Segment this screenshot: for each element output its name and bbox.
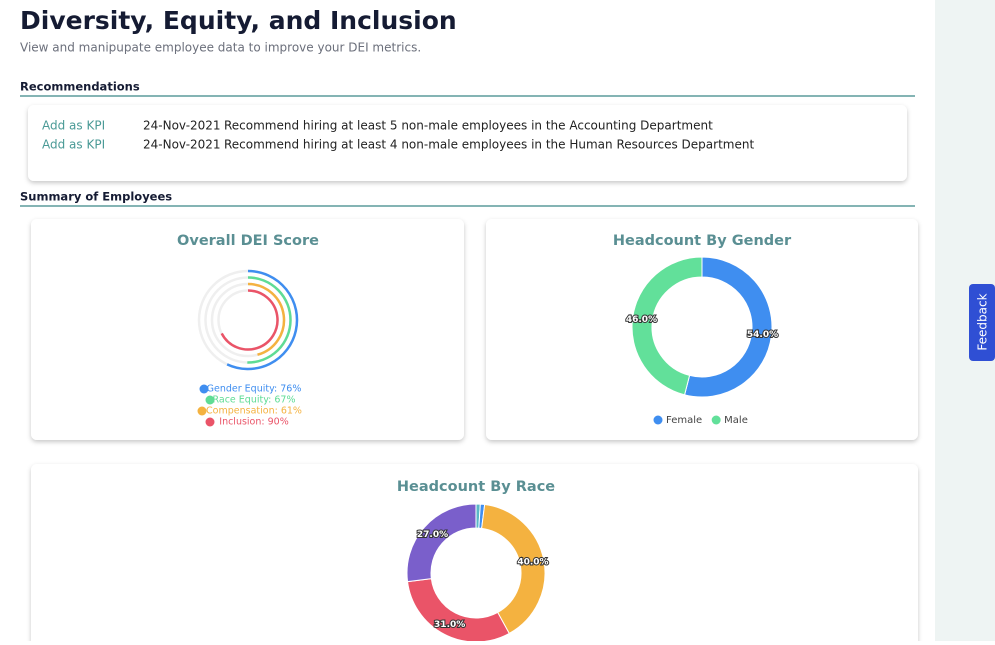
radial-bar (247, 276, 292, 364)
page-title: Diversity, Equity, and Inclusion (20, 6, 457, 35)
legend-dot (199, 384, 209, 394)
rec-text: Recommend hiring at least 5 non-male emp… (224, 119, 713, 133)
rec-text: Recommend hiring at least 4 non-male emp… (224, 138, 754, 152)
slice (406, 503, 477, 583)
legend-label: Female (666, 415, 702, 426)
card (486, 219, 918, 440)
data-label: 40.0% (517, 558, 548, 568)
rec-date: 24-Nov-2021 (143, 138, 221, 152)
data-label: 46.0% (626, 315, 657, 325)
add-kpi-link[interactable]: Add as KPI (42, 119, 105, 133)
section-title: Summary of Employees (20, 190, 172, 204)
page-subtitle: View and manipupate employee data to imp… (20, 41, 421, 55)
legend-dot (653, 415, 663, 425)
chart-title: Overall DEI Score (177, 233, 319, 249)
legend-label: Compensation: 61% (206, 406, 302, 417)
card (31, 219, 464, 440)
legend-dot (711, 415, 721, 425)
section-title: Recommendations (20, 80, 140, 94)
radial-bar (247, 282, 286, 356)
legend-label: Gender Equity: 76% (207, 384, 302, 395)
legend-label: Inclusion: 90% (219, 417, 288, 428)
legend-label: Male (724, 415, 748, 426)
card (28, 105, 907, 181)
rec-date: 24-Nov-2021 (143, 119, 221, 133)
feedback-tab[interactable] (969, 284, 995, 361)
legend-dot (205, 395, 215, 405)
feedback-label[interactable]: Feedback (976, 293, 990, 350)
card (31, 464, 918, 645)
data-label: 27.0% (417, 530, 448, 540)
legend-dot (205, 417, 215, 427)
slice (481, 503, 546, 635)
chart-title: Headcount By Gender (613, 233, 792, 249)
chart-title: Headcount By Race (397, 479, 555, 495)
radial-bar (226, 269, 299, 371)
legend-label: Race Equity: 67% (213, 395, 296, 406)
radial-bar (220, 289, 279, 351)
data-label: 54.0% (747, 330, 778, 340)
data-label: 31.0% (434, 620, 465, 630)
slice (683, 256, 773, 398)
slice (631, 256, 703, 396)
legend-dot (197, 406, 207, 416)
add-kpi-link[interactable]: Add as KPI (42, 138, 105, 152)
